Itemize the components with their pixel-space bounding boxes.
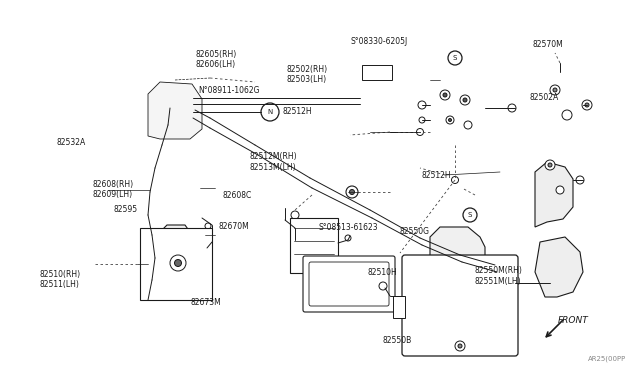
Circle shape bbox=[419, 117, 425, 123]
Text: S°08330-6205J: S°08330-6205J bbox=[351, 37, 408, 46]
Circle shape bbox=[448, 51, 462, 65]
Circle shape bbox=[556, 186, 564, 194]
Circle shape bbox=[545, 160, 555, 170]
Circle shape bbox=[443, 93, 447, 97]
Text: 82510H: 82510H bbox=[368, 268, 397, 277]
Text: FRONT: FRONT bbox=[558, 316, 589, 325]
Polygon shape bbox=[160, 225, 193, 282]
Text: 82608C: 82608C bbox=[223, 191, 252, 200]
Circle shape bbox=[261, 103, 279, 121]
Circle shape bbox=[345, 235, 351, 241]
Text: 82605(RH)
82606(LH): 82605(RH) 82606(LH) bbox=[195, 50, 236, 69]
Circle shape bbox=[508, 104, 516, 112]
Text: 82550B: 82550B bbox=[383, 336, 412, 345]
Text: 82512H: 82512H bbox=[283, 107, 312, 116]
Circle shape bbox=[167, 113, 171, 117]
Circle shape bbox=[455, 341, 465, 351]
Circle shape bbox=[463, 208, 477, 222]
Circle shape bbox=[550, 85, 560, 95]
Circle shape bbox=[418, 101, 426, 109]
Text: 82512H: 82512H bbox=[421, 171, 451, 180]
Circle shape bbox=[417, 128, 424, 135]
FancyBboxPatch shape bbox=[309, 262, 389, 306]
Text: 82673M: 82673M bbox=[191, 298, 221, 307]
Bar bbox=[362, 65, 392, 80]
Text: N°08911-1062G: N°08911-1062G bbox=[198, 86, 260, 94]
Circle shape bbox=[463, 98, 467, 102]
Text: 82550M(RH)
82551M(LH): 82550M(RH) 82551M(LH) bbox=[475, 266, 523, 286]
Circle shape bbox=[562, 110, 572, 120]
Circle shape bbox=[175, 260, 182, 266]
Text: S: S bbox=[453, 55, 457, 61]
Circle shape bbox=[576, 176, 584, 184]
Polygon shape bbox=[430, 227, 485, 297]
Polygon shape bbox=[155, 249, 160, 259]
Text: 82608(RH)
82609(LH): 82608(RH) 82609(LH) bbox=[93, 180, 134, 199]
Text: 82595: 82595 bbox=[114, 205, 138, 214]
Circle shape bbox=[165, 111, 173, 119]
Circle shape bbox=[548, 163, 552, 167]
Circle shape bbox=[446, 116, 454, 124]
Text: 82570M: 82570M bbox=[532, 40, 563, 49]
Bar bbox=[290, 218, 338, 273]
Circle shape bbox=[585, 103, 589, 107]
Polygon shape bbox=[148, 82, 202, 139]
Bar bbox=[393, 296, 405, 318]
Text: 82502(RH)
82503(LH): 82502(RH) 82503(LH) bbox=[287, 65, 328, 84]
Text: 82532A: 82532A bbox=[56, 138, 86, 147]
Text: 82512M(RH)
82513M(LH): 82512M(RH) 82513M(LH) bbox=[250, 152, 297, 171]
Circle shape bbox=[170, 255, 186, 271]
Text: S°08513-61623: S°08513-61623 bbox=[319, 223, 378, 232]
Circle shape bbox=[349, 189, 355, 195]
Circle shape bbox=[582, 100, 592, 110]
Text: AR25(00PP: AR25(00PP bbox=[588, 355, 626, 362]
Circle shape bbox=[179, 103, 186, 110]
Circle shape bbox=[458, 344, 462, 348]
Text: 82510(RH)
82511(LH): 82510(RH) 82511(LH) bbox=[40, 270, 81, 289]
Circle shape bbox=[451, 176, 458, 183]
Text: 82670M: 82670M bbox=[219, 222, 250, 231]
Circle shape bbox=[346, 186, 358, 198]
Circle shape bbox=[464, 121, 472, 129]
Circle shape bbox=[148, 239, 156, 247]
Circle shape bbox=[553, 88, 557, 92]
Bar bbox=[163, 129, 177, 137]
Bar bbox=[140, 228, 212, 300]
Circle shape bbox=[460, 95, 470, 105]
Circle shape bbox=[379, 282, 387, 290]
Polygon shape bbox=[535, 237, 583, 297]
Text: 82502A: 82502A bbox=[530, 93, 559, 102]
Circle shape bbox=[291, 224, 298, 231]
Circle shape bbox=[449, 119, 451, 122]
Text: N: N bbox=[268, 109, 273, 115]
Circle shape bbox=[205, 223, 211, 229]
Circle shape bbox=[440, 90, 450, 100]
Text: 82550G: 82550G bbox=[400, 227, 430, 236]
Polygon shape bbox=[535, 162, 573, 227]
Circle shape bbox=[291, 211, 299, 219]
Circle shape bbox=[164, 111, 172, 119]
FancyBboxPatch shape bbox=[303, 256, 395, 312]
Text: S: S bbox=[468, 212, 472, 218]
Circle shape bbox=[182, 106, 184, 109]
FancyBboxPatch shape bbox=[402, 255, 518, 356]
